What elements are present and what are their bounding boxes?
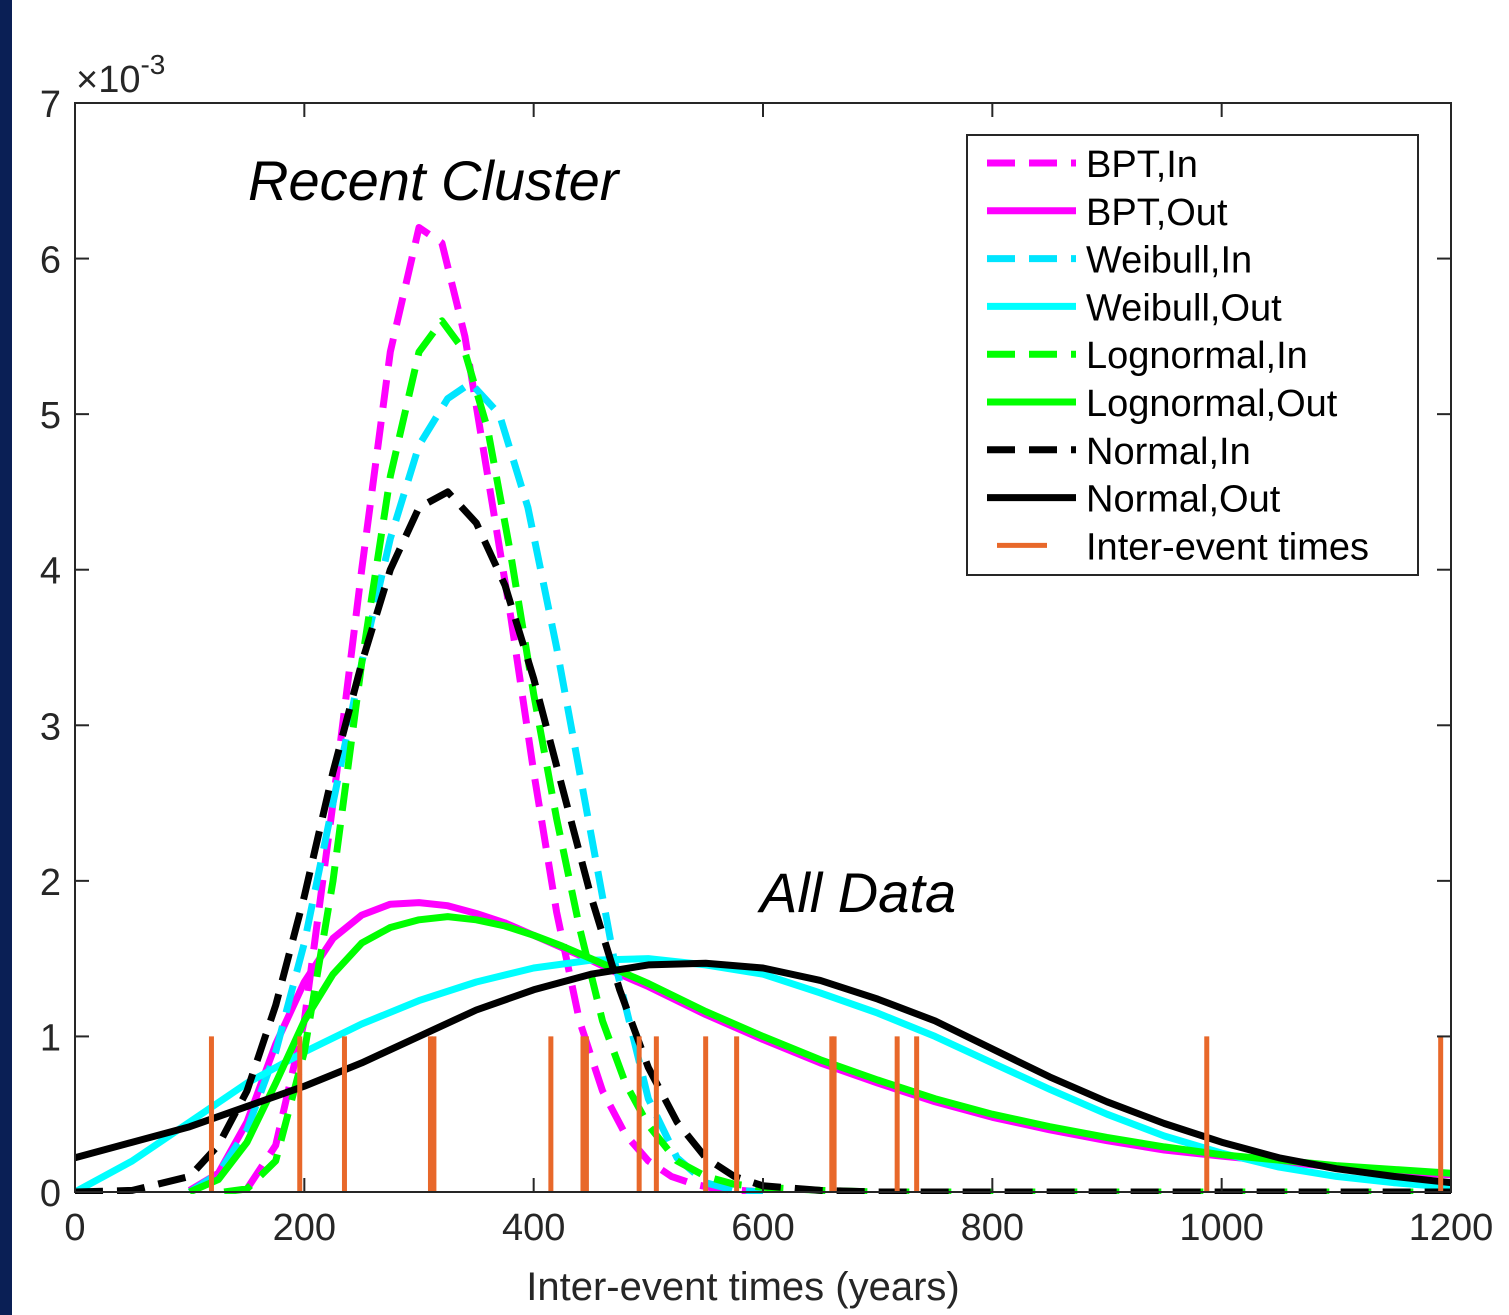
x-tick-label: 1200: [1409, 1207, 1494, 1249]
figure: 0 200 400 600 800 1000 1200 0 1 2 3 4 5 6 7 ×10-3 Inte…: [12, 0, 1509, 1315]
y-exponent-label: ×10-3: [76, 49, 165, 101]
x-tick-label: 600: [731, 1207, 794, 1249]
x-tick-label: 0: [64, 1207, 85, 1249]
legend-entry-label: Weibull,In: [1086, 240, 1252, 282]
annotation-all-data: All Data: [757, 861, 956, 924]
legend-entry-label: Lognormal,In: [1086, 335, 1308, 377]
legend: BPT,In BPT,Out Weibull,In Weibull,Out Lognor…: [966, 134, 1419, 576]
legend-entry-label: BPT,Out: [1086, 192, 1228, 234]
legend-entry-label: Inter-event times: [1086, 526, 1369, 568]
y-tick-label: 1: [40, 1017, 61, 1059]
x-tick-label: 200: [273, 1207, 336, 1249]
y-tick-label: 2: [40, 862, 61, 904]
series-line-lognormal-out: [188, 913, 1452, 1194]
x-tick-label: 800: [961, 1207, 1024, 1249]
x-axis-label: Inter-event times (years): [526, 1265, 959, 1309]
legend-entry-label: Normal,In: [1086, 431, 1251, 473]
y-tick-label: 4: [40, 551, 61, 593]
series-line-normal-out: [75, 959, 1452, 1187]
series-line-bpt-in: [244, 224, 764, 1194]
y-tick-label: 3: [40, 706, 61, 748]
x-tick-label: 1000: [1179, 1207, 1264, 1249]
annotation-recent-cluster: Recent Cluster: [248, 149, 621, 212]
legend-entry-label: Weibull,Out: [1086, 287, 1282, 329]
y-tick-label: 0: [40, 1173, 61, 1215]
chart: 0 200 400 600 800 1000 1200 0 1 2 3 4 5 6 7 ×10-3 Inte…: [40, 49, 1494, 1309]
legend-entry-label: Lognormal,Out: [1086, 383, 1338, 425]
series-line-weibull-in: [187, 379, 764, 1194]
y-tick-label: 6: [40, 240, 61, 282]
legend-entry-label: Normal,Out: [1086, 479, 1281, 521]
series-line-normal-in: [75, 488, 1451, 1194]
y-tick-label: 5: [40, 395, 61, 437]
x-tick-label: 400: [502, 1207, 565, 1249]
legend-entry-label: BPT,In: [1086, 144, 1198, 186]
y-tick-label: 7: [40, 84, 61, 126]
